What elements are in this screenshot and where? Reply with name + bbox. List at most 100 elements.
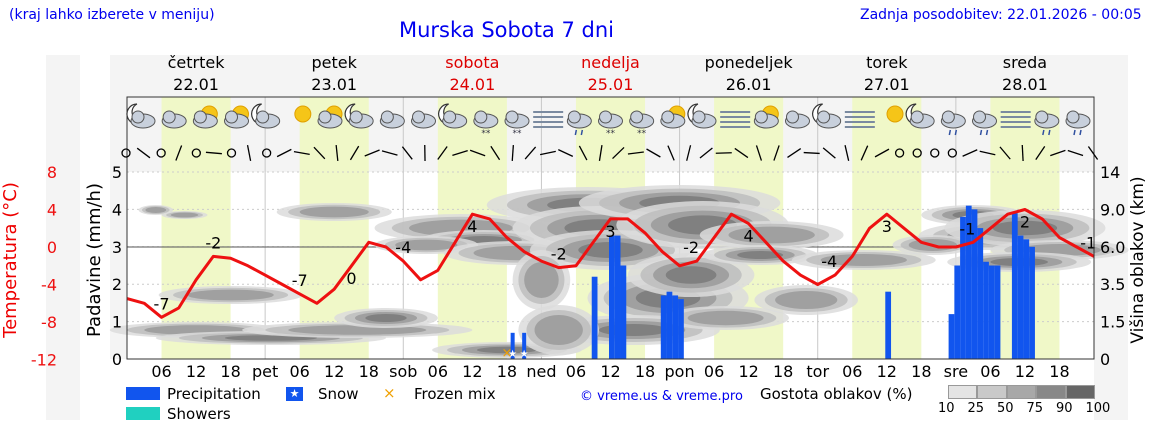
temperature-label: 4 xyxy=(744,227,754,246)
partly-sunny-icon xyxy=(192,105,218,129)
wind-barb-icon xyxy=(686,145,692,161)
day-date: 24.01 xyxy=(449,75,495,94)
fog-icon xyxy=(720,111,751,128)
legend-precip-swatch xyxy=(126,387,160,400)
x-axis-tick: 12 xyxy=(324,362,344,381)
cloud-height-tick: 6.0 xyxy=(1100,238,1125,257)
day-name: petek xyxy=(312,53,358,72)
wind-calm-icon xyxy=(262,148,272,158)
wind-barb-icon xyxy=(822,147,836,159)
wind-calm-icon xyxy=(947,148,957,158)
frozen-mix-marker: × xyxy=(501,346,512,361)
night-partly-cloudy-icon xyxy=(438,103,468,129)
cloud-height-tick: 9.0 xyxy=(1100,200,1125,219)
precip-axis-title: Padavine (mm/h) xyxy=(84,183,105,337)
wind-barb-icon xyxy=(860,145,869,161)
wind-barb-icon xyxy=(452,150,468,156)
precip-tick: 5 xyxy=(112,163,122,182)
temperature-tick: 0 xyxy=(47,238,57,257)
last-update: Zadnja posodobitev: 22.01.2026 - 00:05 xyxy=(860,7,1142,23)
cloud-density-scale xyxy=(948,385,1096,399)
wind-barb-icon xyxy=(293,150,310,156)
cloud-density-blob xyxy=(820,254,907,266)
wind-barb-icon xyxy=(1067,149,1084,157)
precip-bar xyxy=(672,295,679,359)
x-axis-tick: 12 xyxy=(738,362,758,381)
x-axis-tick: 12 xyxy=(600,362,620,381)
cloud-density-blob xyxy=(170,212,199,218)
legend-frozen-mix-icon: × xyxy=(383,384,396,402)
wind-barb-icon xyxy=(175,145,183,161)
temperature-label: -7 xyxy=(154,294,170,313)
wind-barb-icon xyxy=(276,148,292,158)
precip-bar xyxy=(965,205,972,359)
wind-calm-icon xyxy=(226,148,237,158)
cloud-density-swatch xyxy=(1006,385,1037,399)
temperature-label: -2 xyxy=(205,233,221,252)
cloud-height-tick: 0 xyxy=(1100,350,1110,369)
wind-barb-icon xyxy=(511,144,515,162)
cloudy-icon xyxy=(161,110,187,129)
day-date: 26.01 xyxy=(726,75,772,94)
precip-bar xyxy=(994,265,1001,359)
partly-sunny-icon xyxy=(224,105,249,129)
snow-marker: ★ xyxy=(508,349,517,360)
night-cloudy-icon xyxy=(812,103,842,129)
wind-barb-icon xyxy=(246,145,252,161)
cloud-density-level: 75 xyxy=(1026,401,1044,416)
wind-calm-icon xyxy=(121,148,131,158)
wind-barb-icon xyxy=(313,146,326,160)
temperature-label: 4 xyxy=(467,217,477,236)
wind-barb-icon xyxy=(1035,146,1046,160)
wind-barb-icon xyxy=(627,151,644,155)
precip-bar xyxy=(591,276,598,359)
wind-barb-icon xyxy=(667,145,675,161)
x-axis-tick: pon xyxy=(665,362,695,381)
menu-hint-link[interactable]: (kraj lahko izberete v meniju) xyxy=(9,7,215,23)
snow-marker: ★ xyxy=(520,349,529,360)
rain-icon xyxy=(1034,110,1060,136)
x-axis-tick: 12 xyxy=(186,362,206,381)
wind-barb-icon xyxy=(437,146,448,160)
daylight-band xyxy=(161,97,231,359)
x-axis-tick: 12 xyxy=(462,362,482,381)
wind-barb-icon xyxy=(962,149,978,157)
temperature-label: 3 xyxy=(605,222,615,241)
cloud-density-level: 100 xyxy=(1085,401,1111,416)
precip-bar xyxy=(1011,213,1018,359)
wind-barb-icon xyxy=(490,145,501,161)
x-axis-tick: 18 xyxy=(773,362,793,381)
legend-precip-label: Precipitation xyxy=(167,385,261,403)
partly-sunny-icon xyxy=(317,105,343,129)
credit-link[interactable]: © vreme.us & vreme.pro xyxy=(580,389,743,404)
partly-sunny-icon xyxy=(753,105,779,129)
precip-bar xyxy=(620,265,627,359)
cloud-density-blob xyxy=(775,291,838,309)
cloud-density-blob xyxy=(687,310,764,326)
temperature-label: 2 xyxy=(1020,213,1030,232)
temperature-line xyxy=(126,208,1095,319)
x-axis-tick: tor xyxy=(806,362,829,381)
cloud-density-level: 25 xyxy=(967,401,985,416)
rain-icon xyxy=(1065,110,1091,136)
wind-barb-icon xyxy=(598,144,603,162)
x-axis-tick: sob xyxy=(389,362,417,381)
temperature-label: -1 xyxy=(959,219,975,238)
night-cloudy-icon xyxy=(251,103,281,129)
svg-text:**: ** xyxy=(637,129,647,139)
night-partly-cloudy-icon xyxy=(344,103,374,129)
night-partly-cloudy-icon xyxy=(905,103,935,129)
cloudy-icon xyxy=(379,110,405,129)
cloud-density-blob xyxy=(145,207,167,213)
legend-showers-label: Showers xyxy=(167,405,231,423)
x-axis-tick: 06 xyxy=(704,362,724,381)
precip-bar xyxy=(983,261,989,359)
page-title: Murska Sobota 7 dni xyxy=(399,18,614,42)
precip-bar xyxy=(977,228,984,359)
wind-barb-icon xyxy=(773,145,780,161)
precip-tick: 1 xyxy=(112,313,122,332)
precip-bar xyxy=(988,265,995,359)
x-axis-tick: ned xyxy=(526,362,556,381)
wind-barb-icon xyxy=(755,145,763,161)
